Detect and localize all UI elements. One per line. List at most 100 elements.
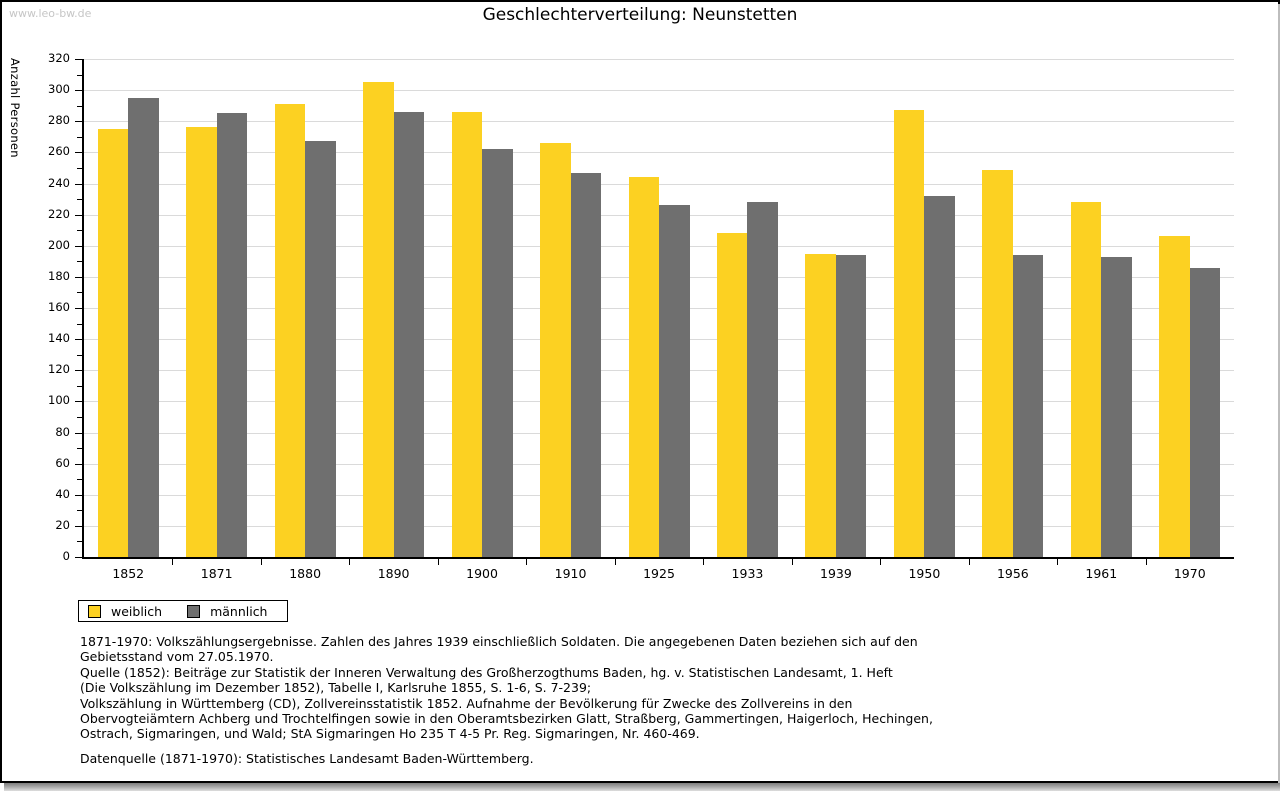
bar-weiblich-1910 [540, 143, 571, 557]
y-axis-tick-label-140: 140 [48, 331, 70, 346]
x-axis-tick-4 [437, 557, 439, 565]
bar-männlich-1880 [305, 141, 336, 557]
x-axis-tick-6 [614, 557, 616, 565]
bar-männlich-1933 [747, 202, 778, 557]
legend-item-männlich: männlich [187, 604, 267, 619]
x-axis-label-1890: 1890 [377, 566, 410, 581]
y-axis-minor-tick-30 [77, 510, 82, 512]
y-axis-label: Anzahl Personen [8, 58, 22, 158]
footnote-line-7: Ostrach, Sigmaringen, und Wald; StA Sigm… [80, 726, 700, 742]
x-axis-tick-2 [260, 557, 262, 565]
plot-area: 0 20 40 60 80 100 120 140 160 180 200 220 240 260 280 3… [48, 52, 1234, 581]
x-axis-tick-10 [968, 557, 970, 565]
x-axis-label-1933: 1933 [731, 566, 764, 581]
x-axis-label-1925: 1925 [643, 566, 675, 581]
y-axis-tick-label-240: 240 [48, 175, 70, 190]
gridline-320 [84, 59, 1234, 60]
legend-box: weiblich männlich [78, 600, 288, 622]
gridline-260 [84, 152, 1234, 154]
bar-weiblich-1970 [1159, 236, 1190, 557]
footer-notes: 1871-1970: Volkszählungsergebnisse. Zahl… [80, 634, 933, 766]
y-axis-minor-tick-50 [77, 479, 82, 481]
y-axis-tick-140 [75, 339, 82, 341]
y-axis-tick-260 [75, 152, 82, 154]
y-axis-minor-tick-70 [77, 448, 82, 450]
bar-weiblich-1956 [982, 169, 1013, 557]
x-axis-label-1910: 1910 [554, 566, 587, 581]
footnote-line-5: Volkszählung in Württemberg (CD), Zollve… [80, 695, 853, 711]
y-axis-tick-100 [75, 401, 82, 403]
y-axis-tick-label-320: 320 [48, 51, 70, 65]
y-axis-tick-160 [75, 308, 82, 309]
footnote-line-2: Gebietsstand vom 27.05.1970. [80, 649, 274, 665]
y-axis-tick-60 [75, 463, 82, 465]
footnote-line-4: (Die Volkszählung im Dezember 1852), Tab… [80, 680, 592, 696]
bar-männlich-1910 [570, 172, 602, 557]
x-axis-tick-9 [880, 557, 882, 565]
x-axis-label-1900: 1900 [466, 566, 498, 581]
x-axis-label-1970: 1970 [1173, 566, 1206, 581]
y-axis-tick-80 [75, 432, 82, 434]
y-axis-minor-tick-110 [77, 385, 82, 387]
y-axis-tick-240 [75, 183, 82, 185]
y-axis-tick-label-160: 160 [48, 300, 70, 314]
x-axis-tick-3 [349, 557, 351, 565]
y-axis-tick-label-300: 300 [48, 82, 70, 97]
x-axis-tick-11 [1057, 557, 1059, 565]
page-title: Geschlechterverteilung: Neunstetten [482, 5, 798, 25]
bar-männlich-1956 [1012, 255, 1044, 557]
legend-swatch-weiblich [88, 604, 101, 618]
y-axis-tick-label-220: 220 [48, 206, 70, 221]
bar-weiblich-1925 [628, 177, 659, 557]
x-axis-label-1871: 1871 [200, 566, 233, 581]
bar-weiblich-1890 [363, 82, 394, 557]
bar-männlich-1900 [482, 149, 513, 557]
y-axis-tick-label-100: 100 [48, 393, 70, 408]
y-axis-minor-tick-250 [77, 167, 82, 169]
x-axis-label-1961: 1961 [1085, 566, 1118, 581]
y-axis-tick-label-260: 260 [48, 144, 70, 159]
legend-label-männlich: männlich [210, 603, 268, 619]
gridline-280 [84, 121, 1234, 123]
y-axis-tick-40 [75, 494, 82, 496]
y-axis-minor-tick-210 [77, 230, 82, 232]
y-axis-tick-label-40: 40 [55, 486, 70, 501]
x-axis-label-1852: 1852 [112, 566, 145, 581]
footnote-line-6: Obervogteiämtern Achberg und Trochtelfin… [80, 711, 933, 727]
y-axis-minor-tick-150 [77, 323, 82, 325]
bar-männlich-1925 [659, 205, 690, 557]
footnote-line-1: 1871-1970: Volkszählungsergebnisse. Zahl… [80, 634, 918, 649]
watermark: www.leo-bw.de [9, 7, 92, 20]
y-axis-minor-tick-310 [77, 74, 82, 76]
x-axis-tick-7 [703, 557, 705, 565]
y-axis-tick-120 [75, 370, 82, 372]
bar-weiblich-1900 [451, 111, 483, 557]
bar-männlich-1852 [128, 97, 159, 557]
y-axis-tick-label-60: 60 [55, 455, 70, 470]
bar-männlich-1970 [1189, 267, 1221, 557]
y-axis-tick-label-80: 80 [55, 424, 70, 439]
window-shadow-right [1278, 4, 1280, 783]
y-axis-tick-label-0: 0 [62, 549, 70, 563]
y-axis-minor-tick-270 [77, 136, 82, 138]
y-axis-tick-label-280: 280 [48, 113, 70, 128]
y-axis-minor-tick-90 [77, 416, 82, 418]
y-axis-tick-20 [75, 525, 82, 527]
bar-männlich-1871 [216, 113, 248, 557]
x-axis-label-1880: 1880 [289, 566, 322, 581]
bar-männlich-1950 [924, 195, 955, 557]
y-axis-tick-label-120: 120 [48, 362, 70, 377]
bar-weiblich-1939 [805, 253, 836, 557]
y-axis-tick-320 [75, 59, 82, 60]
y-axis-tick-180 [75, 276, 82, 278]
y-axis-tick-200 [75, 245, 82, 247]
bar-männlich-1890 [393, 111, 425, 557]
bar-weiblich-1961 [1070, 202, 1102, 557]
gridline-300 [84, 90, 1234, 92]
y-axis-minor-tick-10 [77, 541, 82, 543]
x-axis-tick-8 [791, 557, 793, 565]
bar-weiblich-1852 [97, 129, 129, 557]
bar-weiblich-1933 [716, 233, 748, 557]
x-axis-label-1939: 1939 [820, 566, 852, 581]
